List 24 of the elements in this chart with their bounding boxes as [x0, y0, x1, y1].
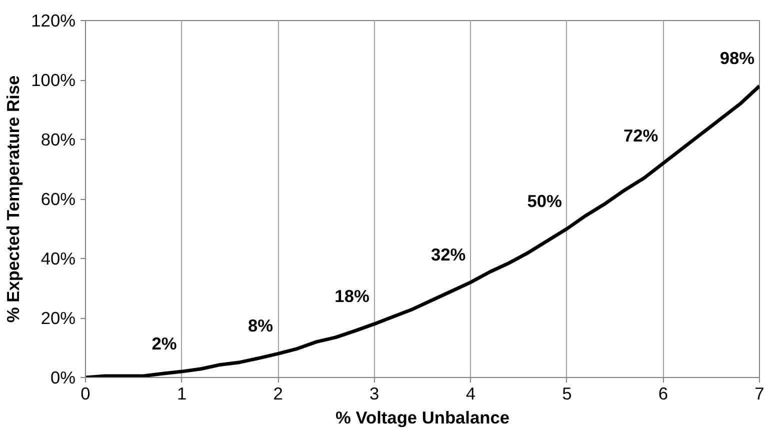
y-axis-title: % Expected Temperature Rise [3, 75, 24, 323]
y-tick-label: 0% [50, 368, 76, 388]
x-axis-title: % Voltage Unbalance [336, 408, 510, 428]
x-tick-label: 0 [80, 384, 90, 404]
annotation: 50% [527, 190, 562, 211]
y-tick-label: 100% [31, 70, 76, 90]
y-tick-label: 120% [31, 10, 76, 30]
y-tick-label: 60% [40, 189, 76, 209]
y-tick-label: 20% [40, 308, 76, 328]
annotation: 72% [624, 125, 658, 146]
x-tick-label: 6 [658, 384, 668, 404]
x-tick-label: 4 [466, 384, 476, 404]
x-tick-label: 5 [562, 384, 572, 404]
x-tick-label: 7 [754, 384, 764, 404]
annotation: 2% [152, 334, 177, 354]
x-tick-label: 2 [273, 384, 283, 404]
y-tick-label: 40% [40, 248, 76, 268]
x-tick-label: 3 [370, 384, 380, 404]
annotation: 98% [720, 48, 755, 68]
y-tick-label: 80% [40, 130, 76, 150]
annotation: 18% [334, 286, 370, 306]
annotation: 8% [248, 316, 274, 336]
x-tick-label: 1 [176, 384, 187, 404]
annotation: 32% [430, 244, 466, 264]
